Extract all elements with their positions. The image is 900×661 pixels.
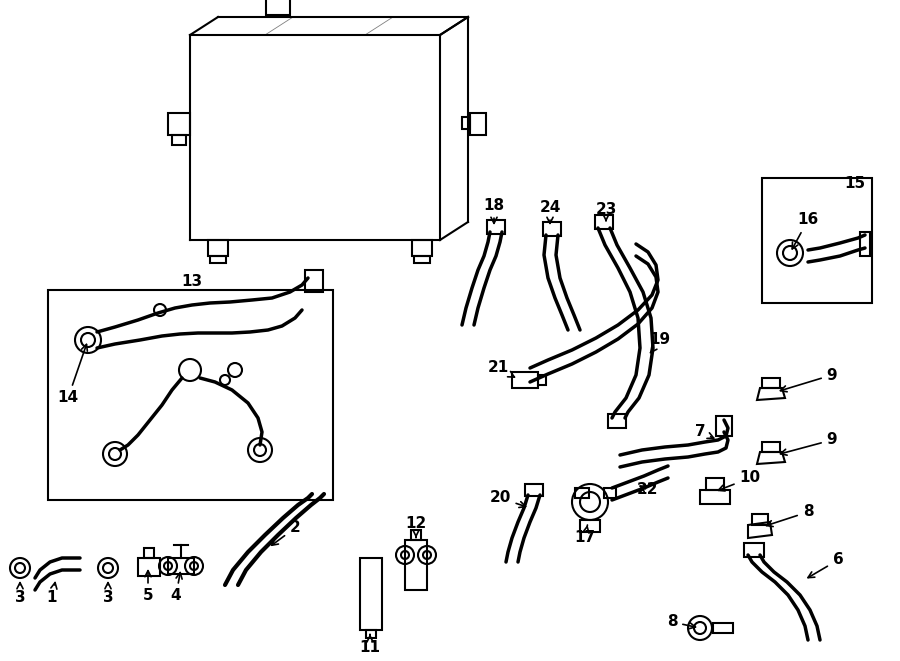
Bar [744,543,764,557]
Bar [405,540,427,590]
Bar [575,488,589,498]
Bar [172,135,186,145]
Bar [470,113,486,135]
Text: 2: 2 [272,520,301,545]
Text: 11: 11 [359,635,381,656]
Bar [366,630,376,638]
Bar [604,488,616,498]
Bar [305,270,323,292]
Bar [144,548,154,558]
Text: 8: 8 [767,504,814,527]
Bar [411,530,421,540]
Bar [210,256,226,263]
Text: 22: 22 [637,483,659,498]
Text: 12: 12 [405,516,427,537]
Text: 24: 24 [539,200,561,223]
Bar [414,256,430,263]
Bar [762,442,780,452]
Bar [860,232,870,256]
Bar [138,558,160,576]
Bar [487,220,505,234]
Bar [580,520,600,532]
Bar [168,113,190,135]
Text: 18: 18 [483,198,505,223]
Bar [762,378,780,388]
Text: 15: 15 [844,176,866,190]
Text: 8: 8 [667,615,696,629]
Text: 9: 9 [780,368,837,392]
Text: 1: 1 [47,582,58,605]
Bar [700,490,730,504]
Bar [538,375,546,385]
Text: 13: 13 [182,274,202,290]
Bar [266,0,290,15]
Bar [762,178,872,303]
Text: 17: 17 [574,525,596,545]
Bar [706,478,724,490]
Bar [608,414,626,428]
Text: 20: 20 [490,490,526,508]
Text: 16: 16 [792,212,819,249]
Text: 21: 21 [488,360,515,377]
Text: 4: 4 [171,572,182,603]
Bar [525,484,543,496]
Text: 5: 5 [143,570,153,603]
Bar [168,558,194,574]
Text: 6: 6 [808,553,843,578]
Text: 14: 14 [58,344,87,405]
Bar [752,514,768,525]
Bar [512,372,538,388]
Bar [360,558,382,630]
Bar [543,222,561,236]
Text: 23: 23 [595,202,616,221]
Text: 19: 19 [650,332,670,353]
Bar [462,117,470,129]
Bar [208,240,228,256]
Bar [48,290,333,500]
Text: 3: 3 [14,582,25,605]
Bar [716,416,732,436]
Bar [595,215,613,229]
Text: 9: 9 [780,432,837,455]
Bar [412,240,432,256]
Bar [713,623,733,633]
Text: 10: 10 [718,471,760,491]
Text: 3: 3 [103,582,113,605]
Text: 7: 7 [695,424,714,440]
